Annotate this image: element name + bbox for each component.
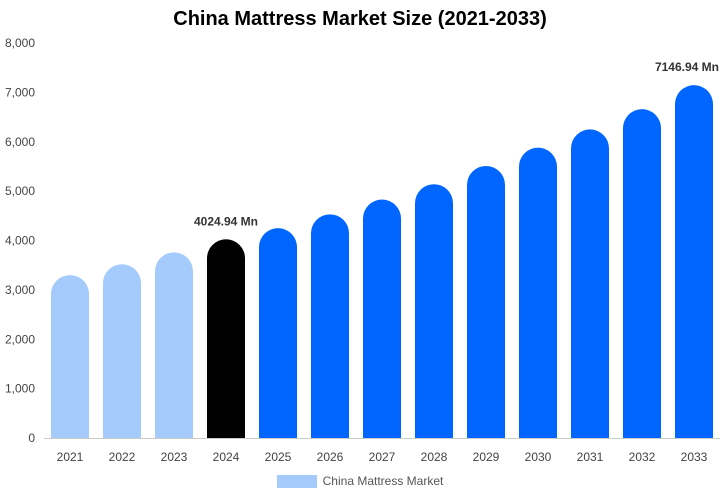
legend[interactable]: China Mattress Market <box>0 474 720 488</box>
bar-2031[interactable] <box>571 129 609 438</box>
data-label-2033: 7146.94 Mn <box>655 60 719 74</box>
bar-2022[interactable] <box>103 264 141 438</box>
legend-label: China Mattress Market <box>322 474 444 488</box>
chart-title: China Mattress Market Size (2021-2033) <box>173 8 547 30</box>
x-tick-label: 2030 <box>525 450 552 464</box>
y-tick-label: 5,000 <box>5 184 35 198</box>
x-tick-label: 2024 <box>213 450 240 464</box>
data-label-2024: 4024.94 Mn <box>194 214 258 228</box>
y-tick-label: 3,000 <box>5 283 35 297</box>
bar-2028[interactable] <box>415 184 453 438</box>
bar-2027[interactable] <box>363 199 401 438</box>
bar-2032[interactable] <box>623 109 661 438</box>
x-axis: 2021 2022 2023 2024 2025 2026 2027 2028 2029 2030… <box>57 450 708 464</box>
x-tick-label: 2026 <box>317 450 344 464</box>
y-tick-label: 0 <box>28 431 35 445</box>
y-tick-label: 1,000 <box>5 382 35 396</box>
y-tick-label: 8,000 <box>5 36 35 50</box>
bar-2021[interactable] <box>51 275 89 438</box>
bar-2033[interactable] <box>675 85 713 438</box>
bar-2030[interactable] <box>519 147 557 439</box>
bar-2024[interactable] <box>207 239 245 438</box>
bar-2029[interactable] <box>467 165 505 438</box>
x-tick-label: 2028 <box>421 450 448 464</box>
y-axis: 0 1,000 2,000 3,000 4,000 5,000 6,000 7,000 8,00… <box>5 36 720 445</box>
bar-2023[interactable] <box>155 252 193 438</box>
bars <box>51 85 713 439</box>
x-tick-label: 2025 <box>265 450 292 464</box>
bar-2026[interactable] <box>311 214 349 438</box>
x-tick-label: 2033 <box>681 450 708 464</box>
x-tick-label: 2022 <box>109 450 136 464</box>
legend-swatch <box>276 474 317 488</box>
y-tick-label: 6,000 <box>5 135 35 149</box>
x-tick-label: 2021 <box>57 450 84 464</box>
y-tick-label: 2,000 <box>5 332 35 346</box>
x-tick-label: 2027 <box>369 450 396 464</box>
bar-2025[interactable] <box>259 228 297 438</box>
y-tick-label: 7,000 <box>5 85 35 99</box>
x-tick-label: 2031 <box>577 450 604 464</box>
y-tick-label: 4,000 <box>5 234 35 248</box>
x-tick-label: 2023 <box>161 450 188 464</box>
x-tick-label: 2032 <box>629 450 656 464</box>
x-tick-label: 2029 <box>473 450 500 464</box>
data-labels: 4024.94 Mn 7146.94 Mn <box>194 60 719 228</box>
